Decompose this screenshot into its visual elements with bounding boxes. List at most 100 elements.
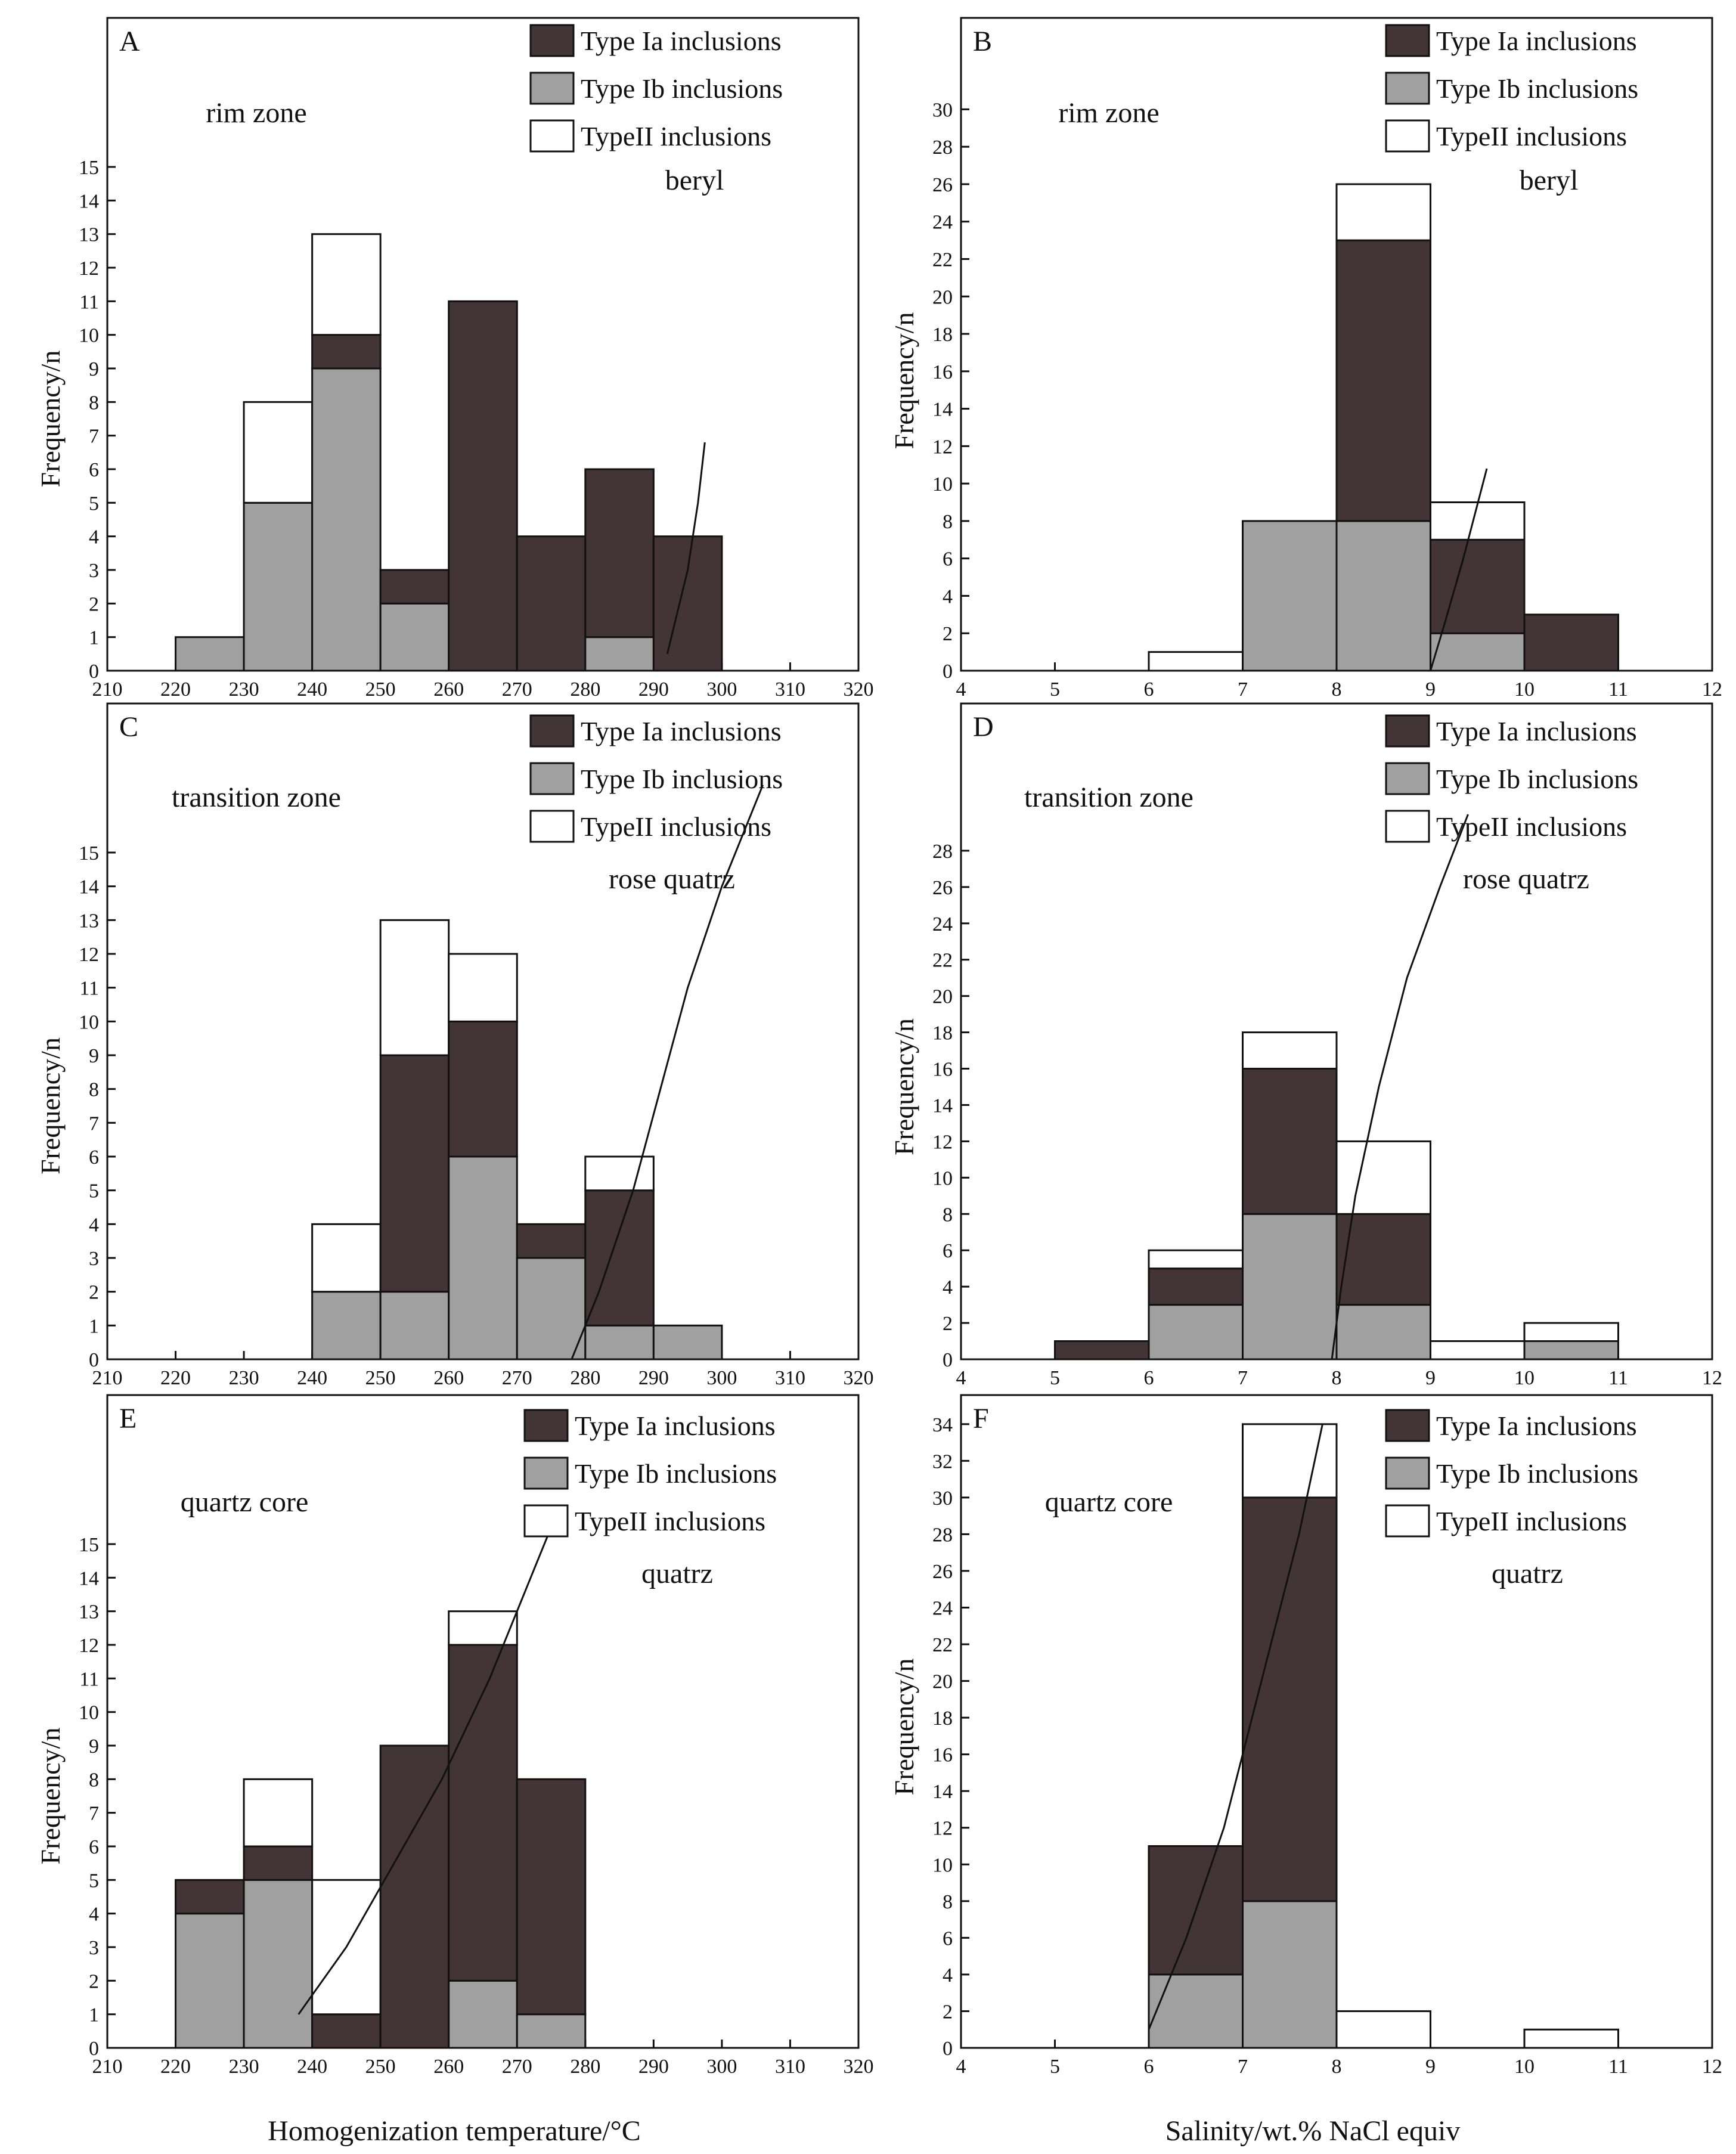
bar-type-ib-b [1430,632,1526,672]
x-tick-label-a: 250 [365,678,396,701]
y-tick-label-d: 4 [943,1276,953,1298]
y-tick-label-c: 8 [89,1079,99,1101]
bar-type-ib-b [1335,520,1431,672]
y-tick-label-d: 20 [932,986,953,1008]
legend-label-type-ia-a: Type Ia inclusions [581,26,782,56]
zone-label-a: rim zone [206,97,306,129]
y-tick-label-c: 2 [89,1282,99,1304]
y-tick-label-d: 18 [932,1022,953,1045]
y-tick-label-f: 24 [932,1597,953,1619]
x-tick-label-e: 310 [775,2056,805,2078]
y-tick-label-a: 13 [79,224,99,246]
x-tick-label-e: 250 [365,2056,396,2078]
y-tick-label-c: 0 [89,1349,99,1371]
trend-curve-e [297,1527,552,2015]
y-tick-label-c: 15 [79,842,99,864]
panel-letter-d: D [973,711,994,743]
y-tick-label-d: 6 [943,1240,953,1262]
y-tick-label-a: 10 [79,325,99,347]
y-tick-label-d: 28 [932,841,953,863]
x-tick-label-f: 6 [1144,2056,1154,2078]
y-tick-label-f: 30 [932,1487,953,1510]
y-tick-label-c: 3 [89,1248,99,1270]
y-tick-label-b: 18 [932,324,953,346]
x-tick-label-d: 8 [1332,1367,1342,1389]
bar-type-ii-b [1430,501,1526,541]
bar-type-ii-f [1335,2010,1431,2049]
x-tick-label-e: 270 [502,2056,532,2078]
zone-label-d: transition zone [1024,782,1194,813]
x-tick-label-d: 6 [1144,1367,1154,1389]
legend-swatch-type-ia-a [529,24,575,57]
x-tick-label-e: 220 [160,2056,191,2078]
trend-curve-d [1331,814,1469,1360]
y-tick-label-b: 20 [932,286,953,308]
y-tick-label-a: 6 [89,459,99,481]
bar-type-ib-c [379,1291,450,1360]
legend-label-type-ib-f: Type Ib inclusions [1436,1458,1638,1489]
y-axis-label-e: Frequency/n [35,1728,66,1865]
bar-type-ia-d [1242,1068,1338,1215]
x-tick-label-d: 7 [1238,1367,1248,1389]
y-tick-label-f: 12 [932,1818,953,1840]
legend-label-type-ib-a: Type Ib inclusions [581,73,783,104]
legend-label-type-ii-b: TypeII inclusions [1436,121,1627,151]
x-tick-label-f: 8 [1332,2056,1342,2078]
x-tick-label-c: 270 [502,1367,532,1389]
legend-label-type-ib-c: Type Ib inclusions [581,764,783,794]
bar-type-ii-f [1242,1423,1338,1499]
y-tick-label-f: 2 [943,2001,953,2023]
legend-b: Type Ia inclusions Type Ib inclusions Type… [1385,24,1638,153]
x-tick-label-e: 230 [229,2056,259,2078]
bar-type-ib-c [584,1324,655,1360]
y-tick-label-a: 15 [79,157,99,179]
bar-type-ia-a [311,334,382,370]
y-tick-label-e: 11 [79,1668,99,1690]
bar-type-ia-a [516,535,587,672]
y-tick-label-f: 28 [932,1524,953,1546]
zone-label-c: transition zone [172,782,341,813]
zone-label-f: quartz core [1045,1486,1173,1518]
bar-type-ii-d [1523,1322,1619,1343]
legend-swatch-type-ia-e [523,1409,569,1442]
legend-a: Type Ia inclusions Type Ib inclusions Type… [529,24,783,153]
y-tick-label-e: 15 [79,1534,99,1556]
y-tick-label-f: 10 [932,1854,953,1876]
x-tick-label-d: 9 [1425,1367,1436,1389]
bar-type-ia-d [1148,1267,1244,1306]
y-tick-label-f: 32 [932,1451,953,1473]
x-tick-label-f: 12 [1702,2056,1722,2078]
mineral-label-d: rose quatrz [1463,863,1589,895]
y-tick-label-b: 6 [943,548,953,571]
y-tick-label-d: 2 [943,1313,953,1335]
x-tick-label-d: 11 [1608,1367,1628,1389]
bar-type-ii-e [243,1778,314,1848]
x-tick-label-c: 260 [433,1367,464,1389]
bar-type-ii-a [243,401,314,504]
x-tick-label-f: 4 [956,2056,966,2078]
panel-letter-a: A [119,26,140,57]
bar-type-ib-a [175,636,245,672]
y-tick-label-f: 14 [932,1781,953,1803]
x-axis-label-salinity: Salinity/wt.% NaCl equiv [1165,2115,1461,2147]
y-tick-label-c: 10 [79,1011,99,1033]
panel-letter-f: F [973,1403,989,1434]
bar-type-ib-f [1148,1973,1244,2049]
y-tick-label-e: 13 [79,1601,99,1623]
mineral-label-b: beryl [1520,165,1579,196]
y-tick-label-f: 18 [932,1707,953,1730]
bar-type-ib-e [448,1979,518,2049]
y-tick-label-e: 6 [89,1836,99,1858]
y-tick-label-a: 4 [89,526,99,548]
legend-swatch-type-ii-f [1385,1504,1430,1538]
bar-type-ia-c [379,1054,450,1293]
y-tick-label-d: 8 [943,1204,953,1226]
bar-type-ib-c [652,1324,723,1360]
bar-type-ia-e [516,1778,587,2016]
bar-type-ii-c [584,1155,655,1192]
y-tick-label-e: 3 [89,1937,99,1959]
legend-swatch-type-ib-b [1385,72,1430,105]
